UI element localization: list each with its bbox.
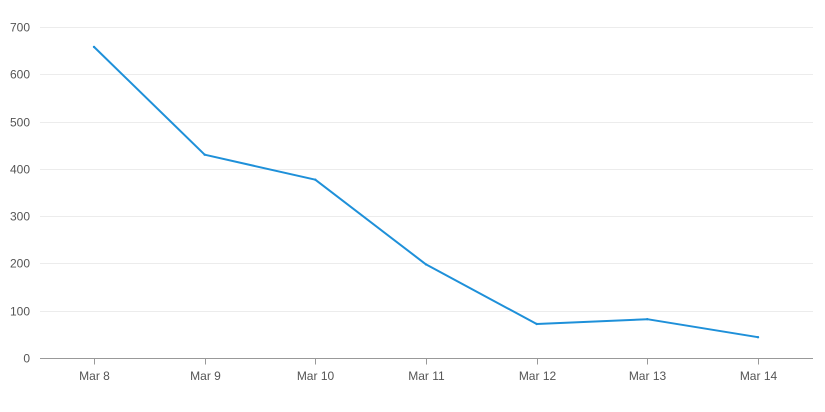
- x-tick-label: Mar 13: [629, 369, 667, 383]
- x-tick-label: Mar 9: [190, 369, 221, 383]
- gridlines: [40, 27, 813, 312]
- data-point: [756, 336, 760, 339]
- data-point: [424, 263, 428, 266]
- x-tick-label: Mar 11: [408, 369, 445, 383]
- y-tick-label: 100: [10, 305, 30, 319]
- y-tick-label: 600: [10, 68, 30, 82]
- x-tick-label: Mar 10: [297, 369, 335, 383]
- tick-labels: 0 100 200 300 400 500 600 700 Mar 8 Mar 9 Mar 10 Ma…: [10, 21, 778, 384]
- x-tick-label: Mar 12: [519, 369, 557, 383]
- x-tick-label: Mar 14: [740, 369, 778, 383]
- data-point: [92, 45, 96, 49]
- data-point: [535, 322, 538, 326]
- data-point: [646, 318, 649, 321]
- data-point: [203, 153, 206, 156]
- y-tick-label: 0: [23, 352, 30, 366]
- y-tick-label: 300: [10, 210, 30, 224]
- y-tick-label: 200: [10, 257, 30, 271]
- series-line: [93, 45, 759, 339]
- axes: [40, 358, 813, 365]
- x-tick-label: Mar 8: [79, 369, 110, 383]
- y-tick-label: 700: [10, 21, 30, 35]
- y-tick-label: 400: [10, 163, 30, 177]
- y-tick-label: 500: [10, 116, 30, 130]
- data-point: [314, 178, 317, 181]
- series-layer: [92, 45, 760, 339]
